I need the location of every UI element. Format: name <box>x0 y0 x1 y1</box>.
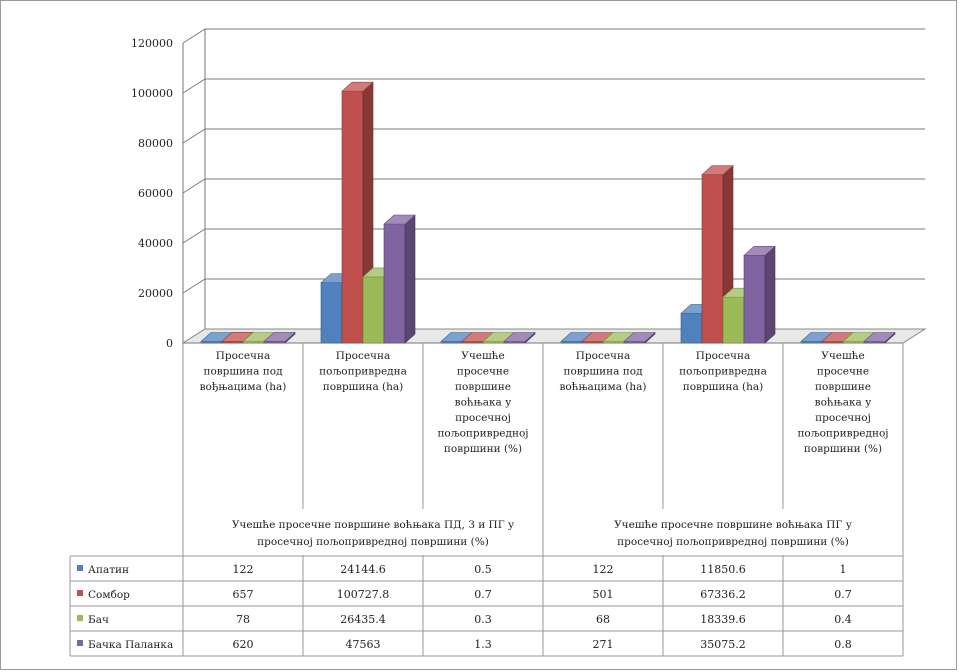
legend-label: Апатин <box>88 564 129 576</box>
gridline-oblique <box>182 78 206 94</box>
bar-top <box>623 332 656 342</box>
table-cell: 35075.2 <box>700 638 746 651</box>
bar-front <box>320 282 343 344</box>
legend-label: Бач <box>88 614 109 626</box>
table-cell: 657 <box>233 588 254 601</box>
bar-front <box>701 174 724 344</box>
legend-swatch <box>77 615 83 621</box>
table-cell: 18339.6 <box>700 613 746 626</box>
y-tick-label: 40000 <box>138 237 173 250</box>
bar-front <box>362 276 385 344</box>
table-cell: 1 <box>840 563 847 576</box>
y-tick-label: 0 <box>166 337 173 350</box>
table-cell: 0.8 <box>834 638 852 651</box>
table-cell: 501 <box>593 588 614 601</box>
gridline-oblique <box>182 278 206 294</box>
gridline-oblique <box>182 228 206 244</box>
category-label: Просечна пољопривредна површина (ha) <box>319 350 407 393</box>
bar-front <box>680 313 703 344</box>
table-cell: 122 <box>593 563 614 576</box>
bar-top <box>863 332 896 342</box>
bar-top <box>503 332 536 342</box>
category-label: Просечна површина под воћњацима (ha) <box>559 350 646 393</box>
bar-front <box>722 296 745 344</box>
table-cell: 68 <box>596 613 610 626</box>
table-cell: 78 <box>236 613 250 626</box>
bar-2-3 <box>503 331 536 344</box>
table-cell: 24144.6 <box>340 563 386 576</box>
y-tick-label: 60000 <box>138 187 173 200</box>
legend-swatch <box>77 590 83 596</box>
bar-top <box>341 81 374 92</box>
gridline-oblique <box>182 178 206 194</box>
bar-front <box>341 90 364 344</box>
table-cell: 0.7 <box>834 588 852 601</box>
table-cell: 11850.6 <box>700 563 746 576</box>
bar-top <box>383 214 416 225</box>
table-cell: 0.4 <box>834 613 852 626</box>
table-cell: 67336.2 <box>700 588 746 601</box>
bar-front <box>383 223 406 344</box>
gridlines: 0 20000 40000 60000 80000 100000 120000 <box>131 28 925 350</box>
data-table: Просечна површина под вођњацима (ha) Просеч… <box>69 343 904 657</box>
category-label: Просечна површина под вођњацима (ha) <box>200 350 287 393</box>
table-cell: 0.3 <box>474 613 492 626</box>
group-band-gap <box>422 509 424 555</box>
group-label: Учешће просечне површине воћњака ПД, З и… <box>232 519 515 548</box>
gridline-oblique <box>182 128 206 144</box>
group-label: Учешће просечне површине воћњака ПГ у про… <box>614 519 853 548</box>
group-band-gap <box>662 509 664 555</box>
table-cell: 271 <box>593 638 614 651</box>
bar-0-3 <box>263 331 296 344</box>
legend-label: Бачка Паланка <box>88 639 173 651</box>
legend-label: Сомбор <box>88 589 130 601</box>
table-cell: 100727.8 <box>337 588 390 601</box>
table-cell: 620 <box>233 638 254 651</box>
gridline-oblique <box>182 28 206 44</box>
group-band-gap <box>782 509 784 555</box>
table-cell: 0.7 <box>474 588 492 601</box>
y-tick-label: 80000 <box>138 137 173 150</box>
group-band-gap <box>302 509 304 555</box>
bar-4-3 <box>743 245 776 344</box>
bar-5-3 <box>863 331 896 344</box>
category-label: Просечна пољопривредна површина (ha) <box>679 350 767 393</box>
bar-side <box>404 214 416 344</box>
table-cell: 26435.4 <box>340 613 386 626</box>
y-tick-label: 20000 <box>138 287 173 300</box>
y-tick-label: 120000 <box>131 37 173 50</box>
bar-top <box>743 246 776 256</box>
bar-3-3 <box>623 331 656 344</box>
category-label: Учешће просечне површине воћњака у просечној… <box>437 350 528 455</box>
table-cell: 1.3 <box>474 638 492 651</box>
legend-swatch <box>77 640 83 646</box>
bar-side <box>764 245 776 344</box>
bar-1-3 <box>383 214 416 344</box>
legend-swatch <box>77 565 83 571</box>
table-cell: 0.5 <box>474 563 492 576</box>
bars <box>200 81 896 344</box>
bar-top <box>263 332 296 342</box>
bar-top <box>701 165 734 175</box>
table-cell: 47563 <box>346 638 381 651</box>
table-cell: 122 <box>233 563 254 576</box>
category-label: Учешће просечне површине воћњака у просечној… <box>797 350 888 455</box>
bar-front <box>743 255 766 344</box>
y-tick-label: 100000 <box>131 87 173 100</box>
